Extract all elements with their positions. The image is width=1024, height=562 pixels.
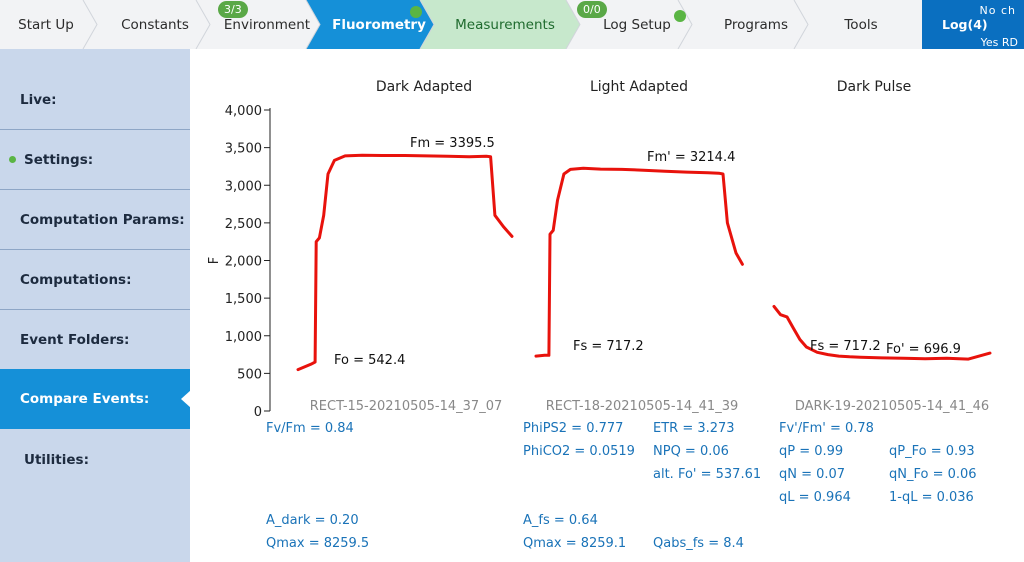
sidebar-item-label: Computation Params: [20,212,185,228]
log-setup-status-dot [674,10,686,22]
sidebar-item-label: Compare Events: [20,391,150,407]
metric-qmax-light: Qmax = 8259.1 [523,536,627,551]
metric-ql: qL = 0.964 [779,490,851,505]
tab-background [678,0,808,49]
trace-annotation: Fo' = 696.9 [886,342,961,357]
tab-constants[interactable]: Constants [121,17,189,33]
metric-qp: qP = 0.99 [779,444,844,459]
log-status-bottom: Yes RD [980,36,1018,49]
metric-fv-fm: Fv/Fm = 0.84 [266,421,354,436]
panel-title: Dark Adapted [376,79,472,95]
compare-events-panel: 0 500 1,000 1,500 2,000 2,500 3,000 3,500 4,000 F… [190,49,1024,562]
tab-background [306,0,434,49]
panel-title: Light Adapted [590,79,688,95]
y-tick-label: 1,500 [225,292,262,307]
sidebar-item-live[interactable]: Live: [0,70,190,130]
tab-separator [677,0,693,49]
tab-measurements[interactable]: Measurements [455,17,555,33]
panel-title: Dark Pulse [837,79,912,95]
tab-separator [419,0,435,49]
metric-phico2: PhiCO2 = 0.0519 [523,444,635,459]
metric-qn: qN = 0.07 [779,467,846,482]
fluorescence-trace [772,304,992,361]
y-tick-label: 500 [237,367,262,382]
tab-start-up[interactable]: Start Up [18,17,74,33]
sidebar-item-label: Live: [20,92,57,108]
tab-background [0,0,97,49]
tab-tools[interactable]: Tools [844,17,878,33]
y-tick-label: 1,000 [225,330,262,345]
metric-qmax-dark: Qmax = 8259.5 [266,536,370,551]
tab-separator [305,0,321,49]
sidebar-item-label: Event Folders: [20,332,130,348]
active-item-notch [181,390,191,408]
fluorescence-trace [296,153,514,372]
fluorometry-status-dot [410,6,422,18]
tab-fluorometry[interactable]: Fluorometry [332,17,426,33]
sidebar-item-settings[interactable]: Settings: [0,130,190,190]
settings-status-dot [9,156,16,163]
metric-fv-fm-prime: Fv'/Fm' = 0.78 [779,421,874,436]
metric-a-dark: A_dark = 0.20 [266,513,359,528]
y-tick-label: 2,500 [225,217,262,232]
y-tick-label: 3,000 [225,179,262,194]
tab-separator [565,0,581,49]
event-name-label: RECT-18-20210505-14_41_39 [546,399,738,414]
log-setup-count-badge: 0/0 [577,1,607,18]
sidebar: Live: Settings: Computation Params: Comp… [0,49,191,562]
sidebar-item-utilities[interactable]: Utilities: [0,430,190,490]
top-tab-bar: Start Up Constants Environment Fluoromet… [0,0,1024,49]
tab-background [794,0,922,49]
metric-alt-fo: alt. Fo' = 537.61 [653,467,762,482]
tab-environment[interactable]: Environment [223,17,311,33]
metric-a-fs: A_fs = 0.64 [523,513,598,528]
fluorescence-trace [534,166,744,358]
sidebar-item-compare-events[interactable]: Compare Events: [0,369,191,429]
trace-annotation: Fs = 717.2 [573,339,644,354]
tab-background [83,0,210,49]
sidebar-item-label: Computations: [20,272,132,288]
environment-count-badge: 3/3 [218,1,248,18]
trace-annotation: Fo = 542.4 [334,353,405,368]
sidebar-item-label: Utilities: [24,452,89,468]
y-tick-label: 2,000 [225,255,262,270]
sidebar-item-event-folders[interactable]: Event Folders: [0,310,190,370]
metric-one-minus-ql: 1-qL = 0.036 [889,490,974,505]
sidebar-divider [0,249,190,250]
y-axis-label: F [207,257,222,264]
metric-phips2: PhiPS2 = 0.777 [523,421,624,436]
sidebar-divider [0,309,190,310]
tab-separator [82,0,98,49]
trace-annotation: Fm' = 3214.4 [647,150,735,165]
sidebar-item-label: Settings: [24,152,94,168]
fluorescence-chart: 0 500 1,000 1,500 2,000 2,500 3,000 3,500 4,000 F… [207,79,992,420]
sidebar-item-computations[interactable]: Computations: [0,250,190,310]
trace-annotation: Fm = 3395.5 [410,136,495,151]
y-tick-label: 0 [254,405,262,420]
y-tick-label: 4,000 [225,104,262,119]
tab-separator [195,0,211,49]
metric-qabs-fs: Qabs_fs = 8.4 [653,536,744,551]
y-tick-label: 3,500 [225,142,262,157]
log-status-top: No ch [979,4,1016,17]
metric-qn-fo: qN_Fo = 0.06 [889,467,977,482]
sidebar-divider [0,189,190,190]
trace-annotation: Fs = 717.2 [810,339,881,354]
tab-programs[interactable]: Programs [724,17,788,33]
metric-etr: ETR = 3.273 [653,421,735,436]
tab-bar-background [0,0,922,49]
event-name-label: RECT-15-20210505-14_37_07 [310,399,502,414]
tab-separator [793,0,809,49]
sidebar-item-computation-params[interactable]: Computation Params: [0,190,190,250]
log-label: Log(4) [942,17,988,32]
sidebar-divider [0,129,190,130]
metric-qp-fo: qP_Fo = 0.93 [889,444,975,459]
log-button[interactable]: No ch Log(4) Yes RD [922,0,1024,49]
metric-npq: NPQ = 0.06 [653,444,729,459]
tab-log-setup[interactable]: Log Setup [603,17,671,33]
event-name-label: DARK-19-20210505-14_41_46 [795,399,989,414]
tab-background [420,0,580,49]
